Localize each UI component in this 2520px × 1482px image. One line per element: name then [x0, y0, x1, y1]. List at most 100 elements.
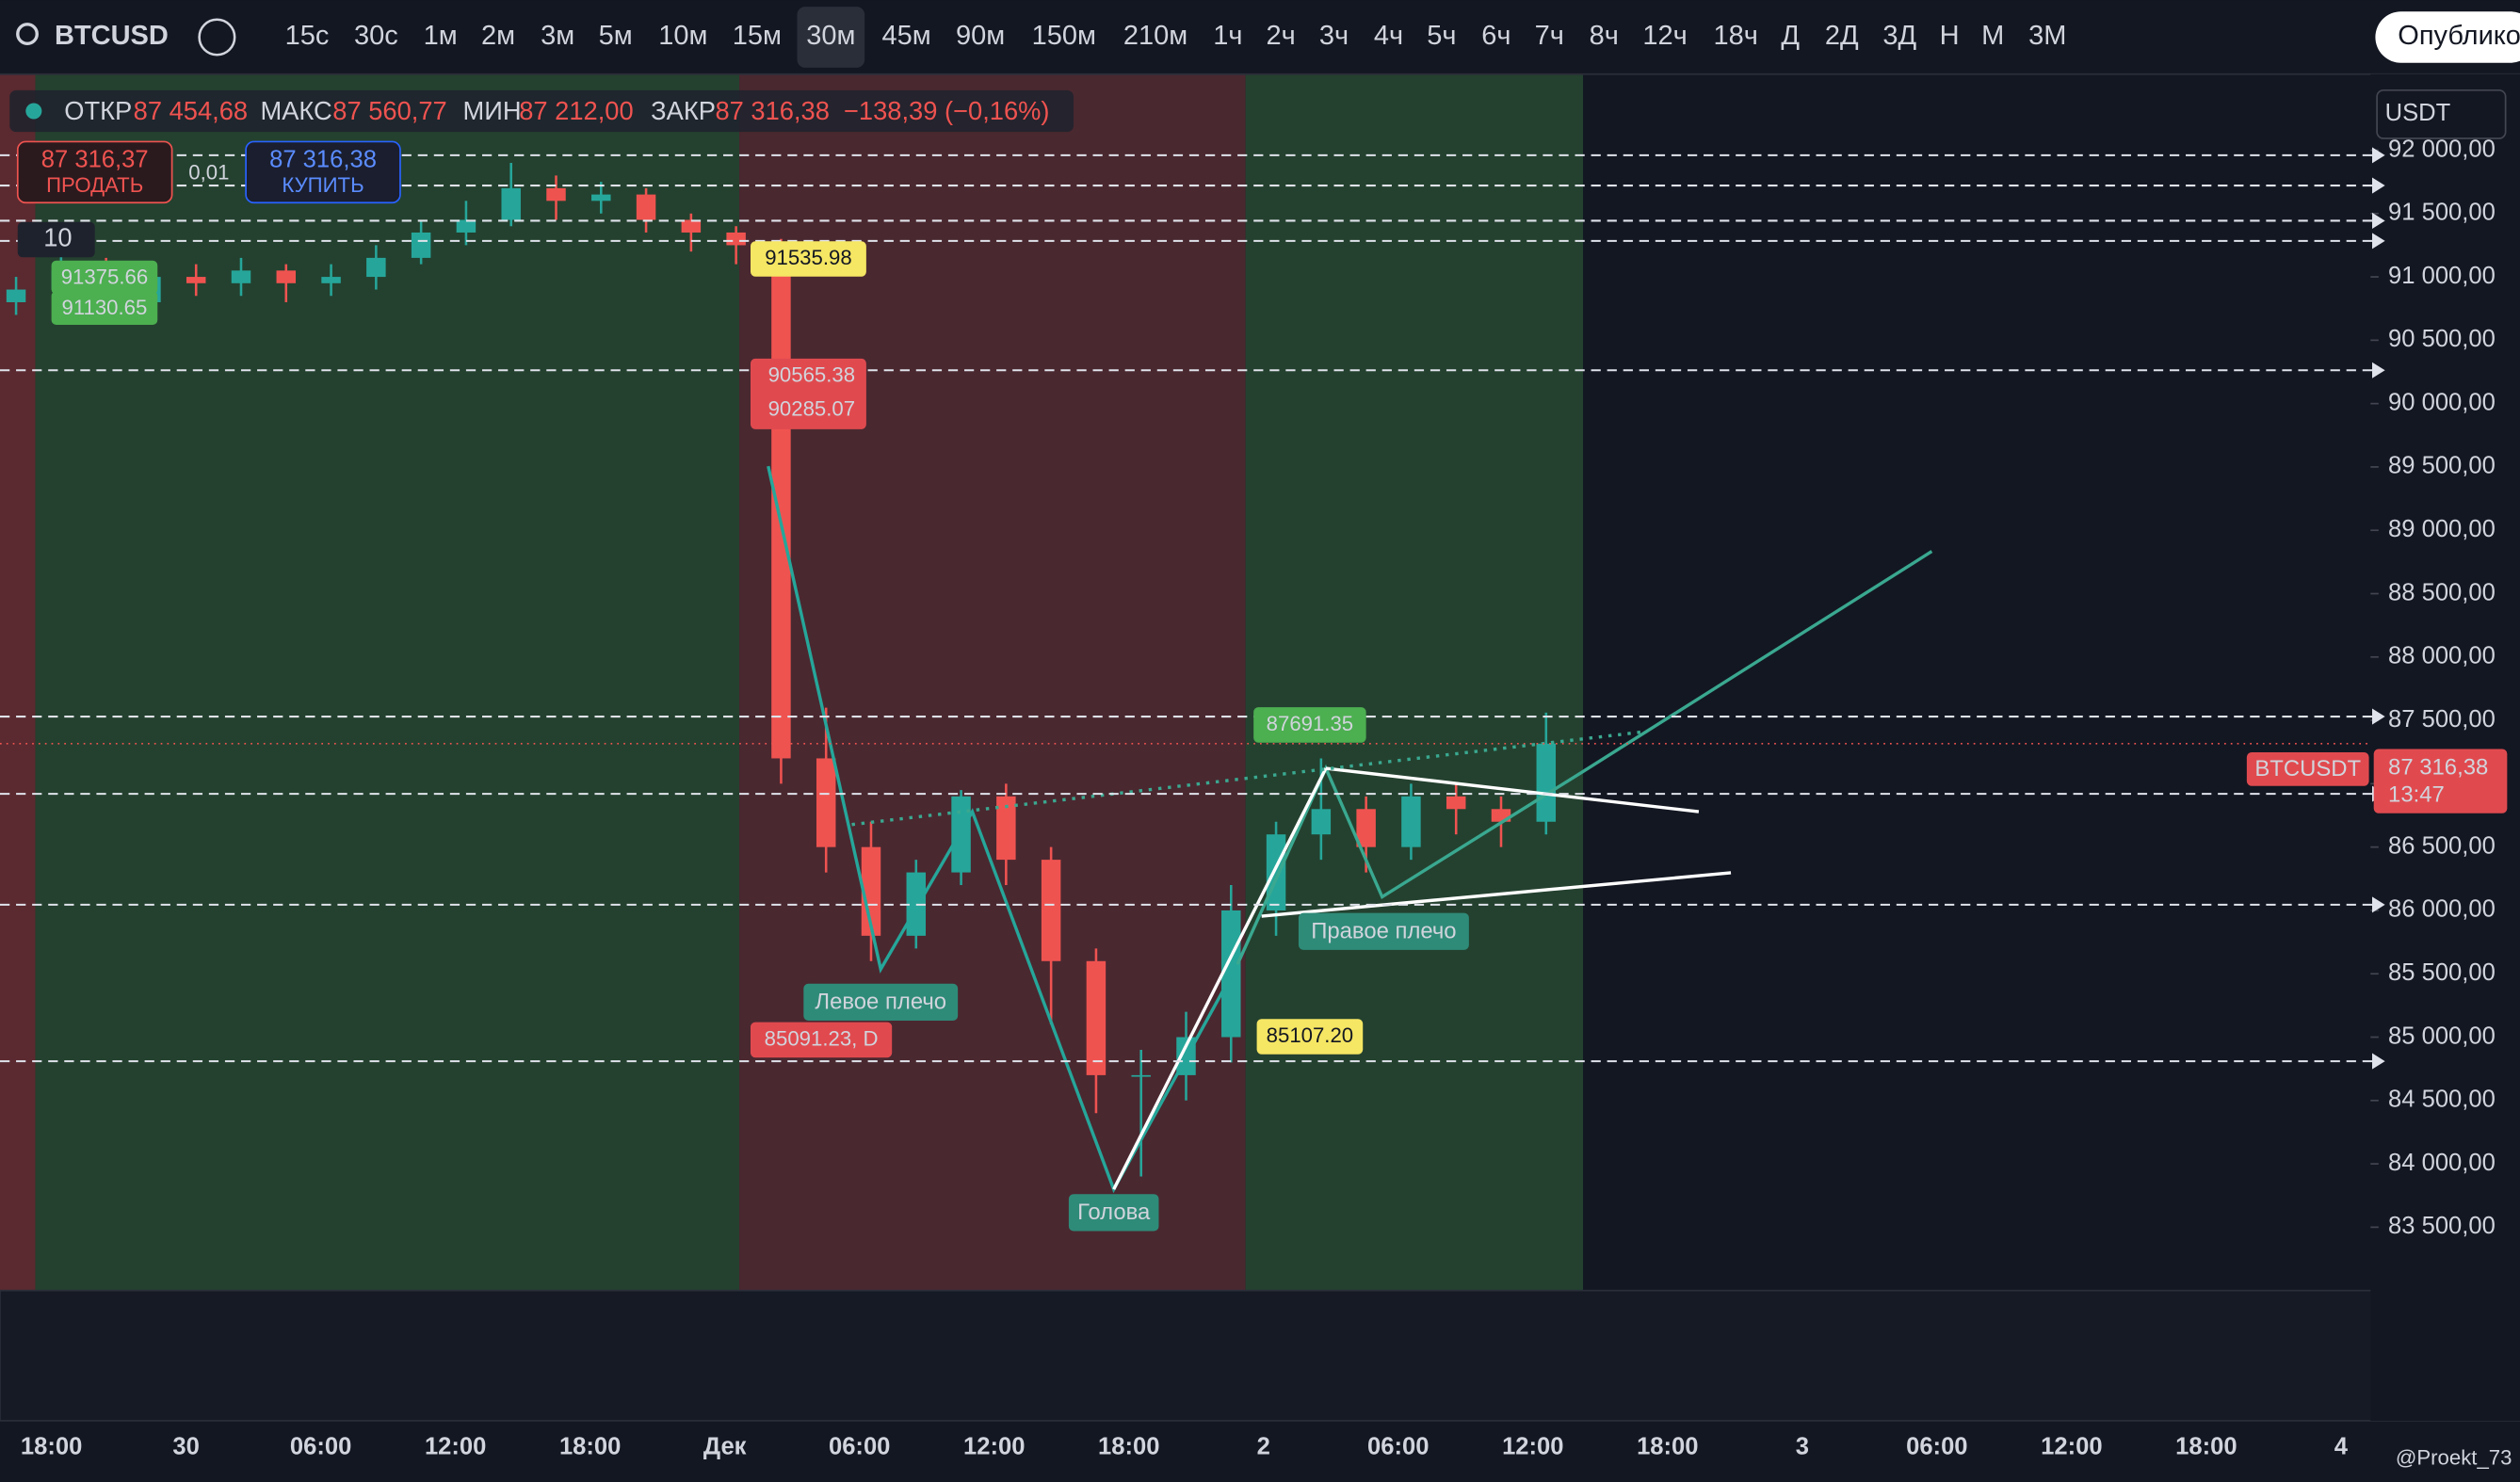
interval[interactable]: 5ч: [1427, 21, 1456, 51]
interval[interactable]: 3М: [2028, 21, 2066, 51]
add-icon[interactable]: [198, 18, 236, 56]
publish-button[interactable]: [2375, 11, 2520, 63]
interval[interactable]: М: [1981, 21, 2004, 51]
y-tick-label: 84 500,00: [2388, 1087, 2496, 1113]
candle-body: [681, 219, 702, 233]
x-tick-label: 12:00: [963, 1434, 1025, 1460]
label-box: [1068, 1194, 1159, 1232]
interval[interactable]: 3м: [541, 21, 574, 51]
y-tick-label: 90 500,00: [2388, 326, 2496, 352]
candle-body: [816, 758, 836, 847]
legend-bg: [9, 89, 1074, 133]
level-arrow: [2371, 233, 2385, 250]
interval[interactable]: 15м: [733, 21, 782, 51]
candle-body: [186, 277, 206, 283]
interval[interactable]: 3ч: [1319, 21, 1349, 51]
x-tick-label: 06:00: [1906, 1434, 1967, 1460]
candle-body: [321, 277, 341, 283]
x-tick-label: 3: [1796, 1434, 1809, 1460]
sell-label: ПРОДАТЬ: [46, 173, 143, 197]
interval[interactable]: 10м: [658, 21, 707, 51]
label-box: [803, 983, 959, 1021]
buy-price: 87 316,38: [269, 147, 377, 173]
neckline: [851, 730, 1648, 827]
y-tick-label: 92 000,00: [2388, 136, 2496, 162]
y-tick-label: 84 000,00: [2388, 1150, 2496, 1176]
tag: [750, 241, 866, 277]
x-tick-label: 2: [1257, 1434, 1270, 1460]
indicators-toggle[interactable]: [17, 221, 95, 258]
tag-text: 91535.98: [765, 246, 851, 269]
price-tag: [2373, 749, 2508, 813]
tag: [1253, 707, 1366, 743]
candle-body: [501, 187, 521, 220]
candle-body: [861, 846, 881, 936]
level-arrow: [2371, 362, 2385, 379]
legend-label: ЗАКР: [651, 96, 716, 125]
symbol[interactable]: BTCUSD: [55, 21, 169, 51]
legend-label: МАКС: [260, 96, 331, 125]
interval[interactable]: Н: [1940, 21, 1960, 51]
x-tick-label: 12:00: [425, 1434, 486, 1460]
interval[interactable]: 5м: [599, 21, 633, 51]
sell-price: 87 316,37: [41, 147, 149, 173]
interval[interactable]: Д: [1781, 21, 1800, 51]
price-axis: [2370, 73, 2520, 1421]
interval[interactable]: 15с: [285, 21, 330, 51]
x-tick-label: 18:00: [21, 1434, 82, 1460]
search-icon[interactable]: [16, 23, 39, 46]
currency: USDT: [2385, 100, 2451, 126]
x-tick-label: 18:00: [559, 1434, 621, 1460]
tag-text: 91130.65: [62, 296, 148, 319]
level-arrow: [2371, 177, 2385, 194]
x-tick-label: 06:00: [829, 1434, 890, 1460]
level-arrow: [2371, 896, 2385, 913]
currency-select[interactable]: [2376, 89, 2507, 139]
buy-button[interactable]: [245, 140, 401, 204]
price-tag-countdown: 13:47: [2388, 781, 2445, 807]
interval[interactable]: 6ч: [1481, 21, 1510, 51]
interval[interactable]: 45м: [881, 21, 930, 51]
y-tick-label: 86 000,00: [2388, 896, 2496, 923]
y-tick-label: 91 500,00: [2388, 200, 2496, 226]
interval[interactable]: 4ч: [1374, 21, 1403, 51]
interval[interactable]: 1м: [424, 21, 458, 51]
symbol-tag-text: BTCUSDT: [2254, 756, 2361, 781]
pattern-line: [1236, 550, 1933, 965]
tag: [51, 260, 158, 295]
y-tick-label: 86 500,00: [2388, 832, 2496, 859]
zone-green: [1245, 73, 1584, 1291]
interval[interactable]: 90м: [956, 21, 1005, 51]
tag-text: 90565.38: [768, 362, 855, 386]
interval[interactable]: 2м: [481, 21, 515, 51]
interval[interactable]: 12ч: [1642, 21, 1687, 51]
interval[interactable]: 1ч: [1213, 21, 1242, 51]
level-arrow: [2371, 147, 2385, 164]
trade-buttons: 87 316,37 ПРОДАТЬ 0,01 87 316,38 КУПИТЬ …: [16, 140, 401, 258]
y-tick-label: 85 500,00: [2388, 959, 2496, 986]
interval[interactable]: 2Д: [1825, 21, 1859, 51]
tag-text: 90285.07: [768, 396, 855, 420]
legend-label: ОТКР: [64, 96, 132, 125]
sell-button[interactable]: [16, 140, 173, 204]
interval[interactable]: 150м: [1032, 21, 1096, 51]
pattern-label: Голова: [1077, 1200, 1151, 1225]
interval[interactable]: 8ч: [1590, 21, 1619, 51]
wedge-line: [1261, 871, 1732, 918]
interval[interactable]: 30м: [806, 21, 855, 51]
y-tick-label: 90 000,00: [2388, 389, 2496, 415]
candle-body: [231, 270, 251, 283]
x-tick-label: 18:00: [2175, 1434, 2237, 1460]
interval[interactable]: 210м: [1123, 21, 1187, 51]
interval[interactable]: 2ч: [1267, 21, 1296, 51]
symbol-tag: [2246, 751, 2369, 786]
y-tick-label: 88 000,00: [2388, 643, 2496, 669]
bottom-panel: [0, 1289, 2520, 1422]
interval[interactable]: 7ч: [1535, 21, 1564, 51]
interval[interactable]: 3Д: [1882, 21, 1916, 51]
interval[interactable]: 30с: [354, 21, 398, 51]
candle-body: [1536, 743, 1557, 822]
publish-label: Опублико: [2398, 21, 2520, 51]
interval[interactable]: 18ч: [1713, 21, 1757, 51]
